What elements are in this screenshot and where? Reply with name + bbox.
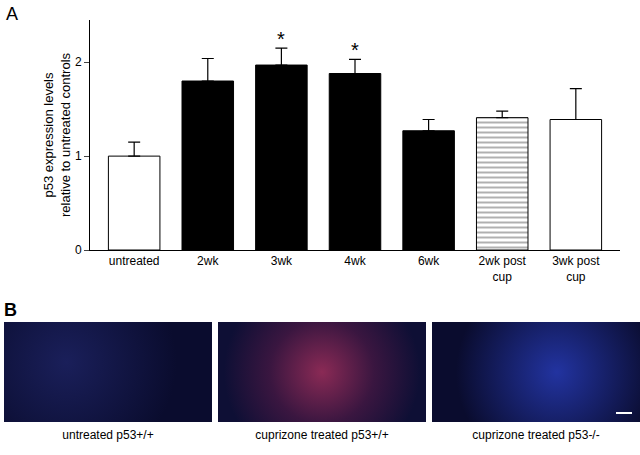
svg-text:2wk postcup: 2wk postcup [479,254,527,284]
html-text:cuprizone treated p53+/+: cuprizone treated p53+/+ [255,428,389,442]
svg-text:2wk: 2wk [197,254,219,268]
svg-text:p53 expression levelsrelative: p53 expression levelsrelative to untreat… [41,52,73,217]
svg-text:A: A [6,4,18,24]
svg-text:2: 2 [75,55,82,69]
svg-text:3wk: 3wk [271,254,293,268]
svg-text:6wk: 6wk [418,254,440,268]
svg-text:*: * [277,28,285,50]
html-text:untreated p53+/+: untreated p53+/+ [62,428,154,442]
svg-text:0: 0 [75,243,82,257]
html-text:cuprizone treated p53-/-: cuprizone treated p53-/- [472,428,600,442]
svg-text:1: 1 [75,149,82,163]
svg-text:untreated: untreated [109,254,160,268]
svg-text:3wk postcup: 3wk postcup [552,254,600,284]
html-text:B: B [4,300,17,320]
svg-text:4wk: 4wk [344,254,366,268]
svg-text:*: * [351,39,359,61]
